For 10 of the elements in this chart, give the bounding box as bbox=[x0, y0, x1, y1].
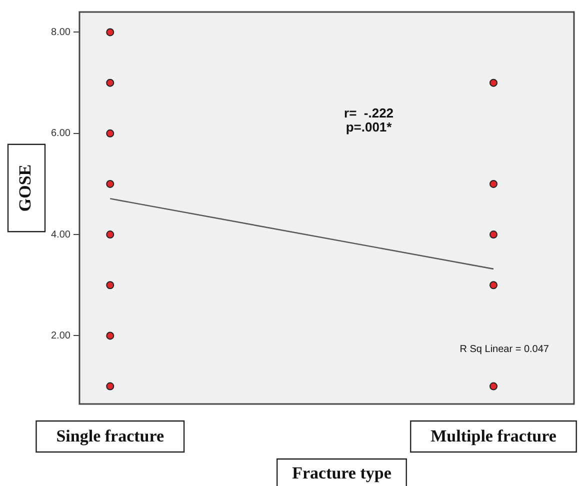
y-axis-title: GOSE bbox=[15, 164, 34, 212]
y-tick-label: 4.00 bbox=[50, 229, 71, 240]
x-tick-label: Multiple fracture bbox=[430, 426, 557, 446]
annotation: R Sq Linear = 0.047 bbox=[460, 344, 550, 355]
y-tick-label: 6.00 bbox=[50, 128, 71, 140]
y-tick-label: 8.00 bbox=[50, 26, 71, 38]
x-axis-title: Fracture type bbox=[292, 463, 392, 482]
y-tick-label: 2.00 bbox=[50, 330, 71, 342]
x-tick-label: Single fracture bbox=[56, 426, 164, 446]
annotation: r= -.222 p=.001* bbox=[344, 106, 394, 134]
